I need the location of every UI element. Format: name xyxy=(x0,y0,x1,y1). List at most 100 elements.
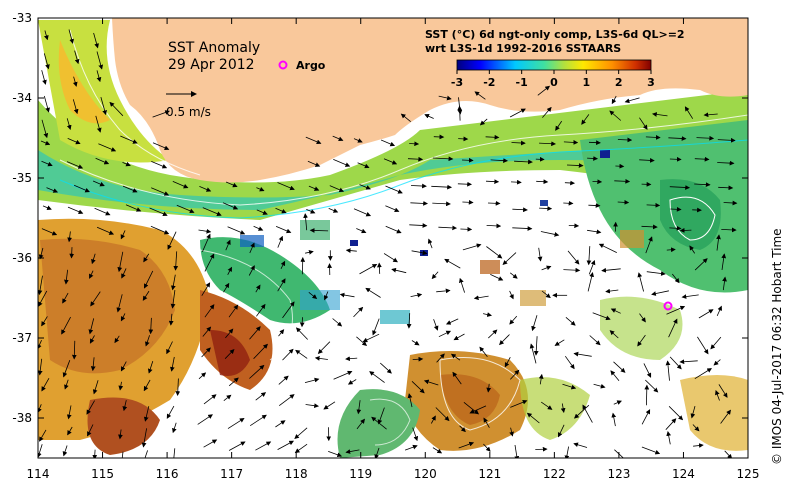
velocity-arrow xyxy=(144,270,154,289)
velocity-arrow xyxy=(459,425,466,433)
colorbar-tick-label: 3 xyxy=(647,76,655,89)
velocity-arrow xyxy=(173,251,179,271)
velocity-arrow xyxy=(510,399,528,408)
velocity-arrow xyxy=(248,265,255,276)
colorbar-tick-label: 2 xyxy=(615,76,623,89)
velocity-arrow xyxy=(143,253,150,263)
velocity-arrow xyxy=(424,114,434,119)
velocity-arrow xyxy=(333,370,353,380)
velocity-arrow xyxy=(510,369,520,380)
velocity-arrow xyxy=(486,223,502,229)
velocity-arrow xyxy=(371,416,387,430)
y-tick-label: -37 xyxy=(12,331,32,345)
velocity-arrow xyxy=(90,291,101,307)
velocity-arrow xyxy=(92,449,98,458)
velocity-arrow xyxy=(718,384,728,398)
velocity-arrow xyxy=(277,278,286,292)
velocity-arrow xyxy=(669,156,682,162)
velocity-arrow xyxy=(665,360,671,381)
x-tick-label: 119 xyxy=(349,467,372,481)
velocity-arrow xyxy=(374,447,380,458)
velocity-arrow xyxy=(483,417,490,428)
velocity-arrow xyxy=(509,290,514,300)
x-axis: 114 115 116 117 118 119 120 121 122 123 124 125 xyxy=(27,18,759,481)
velocity-arrow xyxy=(639,117,648,130)
velocity-arrow xyxy=(172,181,189,189)
velocity-arrow xyxy=(696,135,715,141)
velocity-arrow xyxy=(379,362,392,374)
velocity-arrow xyxy=(306,209,316,214)
velocity-arrow xyxy=(643,363,652,378)
velocity-arrow xyxy=(43,53,50,70)
velocity-arrow xyxy=(317,341,331,354)
velocity-arrow xyxy=(67,206,84,214)
velocity-arrow xyxy=(410,292,423,298)
velocity-arrow xyxy=(359,264,378,275)
velocity-arrow xyxy=(323,401,336,410)
velocity-arrow xyxy=(198,228,212,234)
velocity-arrow xyxy=(339,292,355,298)
velocity-arrow xyxy=(412,356,424,362)
velocity-arrow xyxy=(651,290,669,296)
velocity-arrow xyxy=(539,206,553,211)
velocity-arrow xyxy=(410,183,427,189)
velocity-arrow xyxy=(41,119,49,139)
velocity-arrow xyxy=(41,160,53,167)
velocity-arrow xyxy=(411,340,420,346)
velocity-arrow xyxy=(356,228,367,234)
velocity-arrow xyxy=(308,185,320,191)
argo-label: Argo xyxy=(296,59,326,72)
velocity-arrow xyxy=(587,272,594,292)
velocity-arrow xyxy=(694,258,708,271)
velocity-arrow xyxy=(601,267,621,273)
velocity-arrow xyxy=(514,159,533,165)
velocity-arrow xyxy=(249,242,255,254)
velocity-arrow xyxy=(299,317,305,328)
velocity-arrow xyxy=(531,315,538,332)
velocity-arrow xyxy=(38,444,43,458)
velocity-arrow xyxy=(114,335,120,344)
velocity-arrow xyxy=(305,403,319,409)
velocity-arrow xyxy=(295,327,308,340)
velocity-arrow xyxy=(377,407,385,425)
velocity-arrow xyxy=(588,140,601,146)
velocity-arrow xyxy=(567,250,580,265)
colorbar-tick-label: 1 xyxy=(583,76,591,89)
velocity-arrow xyxy=(487,200,501,206)
velocity-arrow xyxy=(91,253,96,265)
velocity-arrow xyxy=(432,201,451,207)
velocity-arrow xyxy=(540,401,553,410)
velocity-arrow xyxy=(68,29,74,44)
velocity-arrow xyxy=(356,418,365,430)
velocity-arrow xyxy=(652,112,668,117)
velocity-arrow xyxy=(617,199,630,205)
velocity-arrow xyxy=(120,361,127,372)
velocity-arrow xyxy=(204,253,215,272)
velocity-arrow xyxy=(249,364,265,379)
velocity-arrow xyxy=(228,377,239,387)
velocity-arrow xyxy=(587,156,598,161)
velocity-arrow xyxy=(510,179,522,185)
velocity-arrow xyxy=(256,186,265,192)
velocity-arrow xyxy=(353,138,363,143)
y-tick-label: -35 xyxy=(12,171,32,185)
velocity-arrow xyxy=(151,161,168,169)
velocity-arrow xyxy=(679,228,692,233)
velocity-arrow xyxy=(431,184,452,190)
velocity-arrow xyxy=(557,424,565,438)
velocity-arrow xyxy=(598,243,617,253)
velocity-arrow xyxy=(116,294,123,313)
velocity-arrow xyxy=(499,334,510,346)
velocity-arrow xyxy=(203,439,218,448)
velocity-arrow xyxy=(278,329,285,337)
velocity-arrow xyxy=(457,105,463,121)
velocity-arrow xyxy=(486,383,492,393)
velocity-arrow xyxy=(613,400,622,405)
velocity-arrow xyxy=(473,295,489,301)
velocity-arrow xyxy=(410,201,428,206)
velocity-arrow xyxy=(637,272,644,292)
velocity-arrow xyxy=(526,412,540,424)
velocity-arrow xyxy=(509,427,514,437)
velocity-arrow xyxy=(224,349,235,359)
